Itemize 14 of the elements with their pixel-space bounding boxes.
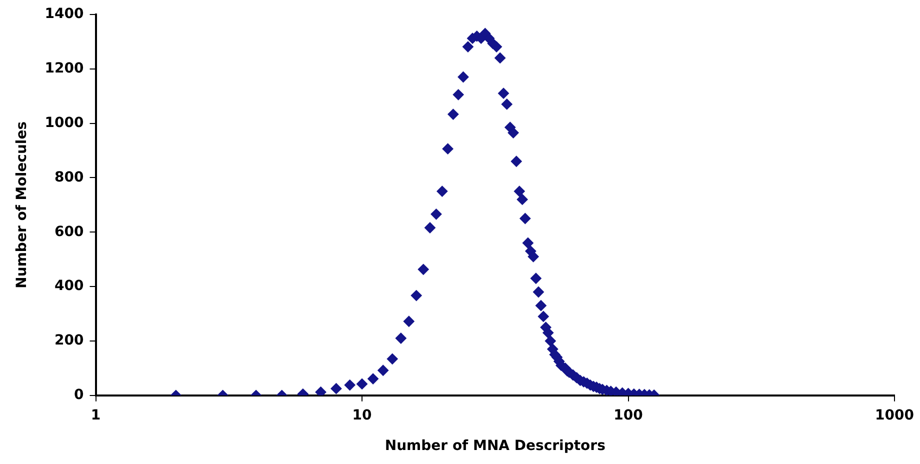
y-axis-title: Number of Molecules bbox=[14, 121, 30, 288]
y-tick-label: 400 bbox=[54, 278, 84, 294]
y-tick-label: 1000 bbox=[44, 114, 84, 131]
y-tick-label: 200 bbox=[54, 332, 84, 349]
x-tick-label: 100 bbox=[614, 407, 644, 424]
x-tick-label: 1000 bbox=[875, 407, 914, 424]
x-axis-title: Number of MNA Descriptors bbox=[384, 438, 606, 454]
y-tick-label: 600 bbox=[54, 224, 84, 240]
y-tick-label: 1200 bbox=[44, 60, 84, 76]
x-tick-label: 10 bbox=[352, 407, 372, 424]
y-tick-label: 800 bbox=[54, 169, 84, 186]
x-tick-label: 1 bbox=[90, 407, 101, 424]
y-tick-label: 0 bbox=[74, 387, 84, 404]
y-tick-label: 1400 bbox=[44, 6, 84, 22]
